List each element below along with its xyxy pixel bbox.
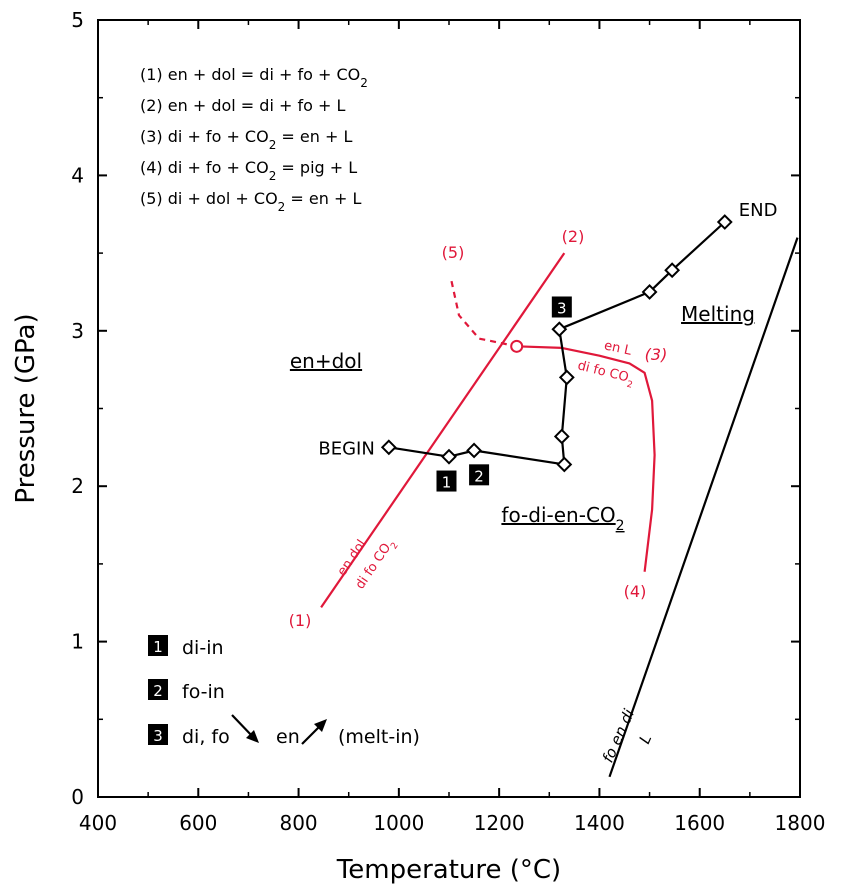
path-badge-2-box (469, 464, 490, 486)
path-point-marker (553, 428, 570, 445)
solidus-line (608, 237, 799, 778)
key-badge-2-num: 2 (153, 682, 163, 700)
key-text-3: di, fo (182, 726, 230, 748)
y-tick-label: 5 (71, 8, 84, 32)
path-point-marker (641, 284, 658, 300)
x-tick-label: 1200 (474, 811, 525, 835)
x-tick-label: 1800 (775, 811, 826, 835)
y-tick-label: 3 (71, 319, 84, 343)
path-point-marker (558, 369, 575, 386)
path-badge-1-num: 1 (442, 474, 452, 492)
x-tick-label: 1000 (373, 811, 424, 835)
key-badge-2-box (148, 679, 168, 700)
field-label-melting: Melting (681, 302, 755, 326)
path-badge-2-num: 2 (474, 467, 484, 485)
x-tick-label: 1400 (574, 811, 625, 835)
y-tick-label: 2 (71, 474, 84, 498)
key-badge-3-num: 3 (153, 727, 163, 745)
y-tick-label: 0 (71, 785, 84, 809)
x-tick-label: 800 (279, 811, 317, 835)
reaction-label-5: (5) (442, 243, 465, 262)
path-point-marker (551, 321, 568, 338)
legend-reaction-5: (5) di + dol + CO2 = en + L (140, 189, 361, 214)
curve3-label-top: en L (603, 338, 634, 359)
path-point-marker (380, 439, 397, 456)
reaction-label-3: (3) (645, 345, 668, 364)
x-axis-title: Temperature (°C) (336, 855, 561, 885)
path-badge-1-box (436, 470, 457, 492)
y-axis-title: Pressure (GPa) (11, 313, 41, 503)
begin-label: BEGIN (318, 438, 374, 459)
path-point-marker (664, 262, 681, 279)
legend-reaction-1: (1) en + dol = di + fo + CO2 (140, 65, 368, 90)
path-point-marker (441, 448, 457, 465)
invariant-point (510, 339, 524, 353)
field-label-fo-di-en: fo-di-en-CO2 (501, 503, 624, 534)
up-arrow-head-icon (314, 719, 327, 732)
solidus-label-bottom: L (636, 731, 656, 746)
x-tick-label: 1600 (674, 811, 725, 835)
reaction-label-1: (1) (289, 611, 312, 630)
experiment-path (388, 221, 726, 466)
x-tick-label: 600 (179, 811, 217, 835)
reaction-lines-layer (320, 237, 799, 778)
reaction-curve-3-4 (516, 345, 656, 572)
path-badge-3-box (551, 296, 572, 318)
key-text-melt-in: (melt-in) (338, 726, 420, 748)
end-label: END (739, 200, 778, 221)
y-tick-label: 1 (71, 630, 84, 654)
key-text-2: fo-in (182, 681, 225, 703)
legend-reaction-4: (4) di + fo + CO2 = pig + L (140, 158, 357, 183)
legend-reaction-3: (3) di + fo + CO2 = en + L (140, 127, 352, 152)
field-label-en-dol: en+dol (290, 349, 362, 373)
reaction-label-2: (2) (562, 227, 585, 246)
key-text-en: en (276, 726, 300, 748)
reaction-label-4: (4) (624, 582, 647, 601)
axes-layer: 400 600 800 1000 1200 1400 1600 1800 0 1 2 3 4 5 Tempe… (11, 8, 825, 885)
experiment-path-layer (380, 214, 733, 473)
legend-reaction-2: (2) en + dol = di + fo + L (140, 96, 345, 115)
down-arrow-head-icon (246, 730, 259, 743)
path-point-marker (556, 456, 573, 473)
path-point-marker (466, 442, 482, 459)
key-badge-1-box (148, 635, 168, 656)
key-badge-1-num: 1 (153, 638, 163, 656)
reaction-curve-1-2 (320, 252, 566, 609)
key-badge-3-box (148, 724, 168, 745)
y-tick-label: 4 (71, 163, 84, 187)
x-tick-label: 400 (79, 811, 117, 835)
solidus-label-top: fo en di (599, 706, 639, 766)
path-badge-3-num: 3 (557, 299, 567, 317)
key-text-1: di-in (182, 637, 224, 659)
path-point-marker (716, 214, 733, 230)
